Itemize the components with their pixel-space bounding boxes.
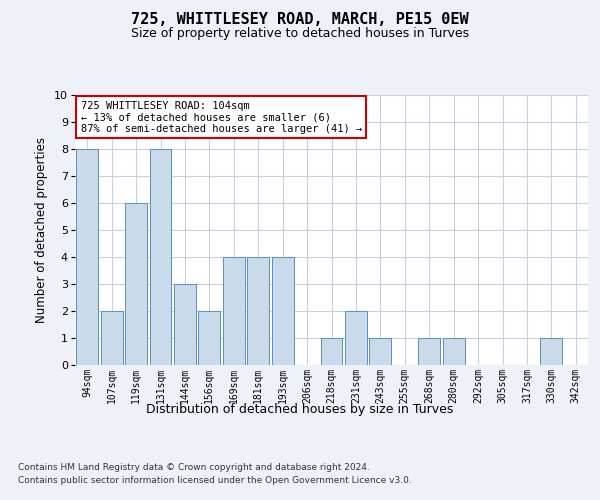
Y-axis label: Number of detached properties: Number of detached properties [35, 137, 49, 323]
Bar [223, 257, 245, 365]
Bar [320, 338, 343, 365]
Bar [101, 311, 122, 365]
Text: 725, WHITTLESEY ROAD, MARCH, PE15 0EW: 725, WHITTLESEY ROAD, MARCH, PE15 0EW [131, 12, 469, 28]
Bar [541, 338, 562, 365]
Bar [418, 338, 440, 365]
Bar [149, 149, 172, 365]
Bar [76, 149, 98, 365]
Bar [272, 257, 293, 365]
Text: Size of property relative to detached houses in Turves: Size of property relative to detached ho… [131, 28, 469, 40]
Bar [174, 284, 196, 365]
Text: Contains public sector information licensed under the Open Government Licence v3: Contains public sector information licen… [18, 476, 412, 485]
Text: Distribution of detached houses by size in Turves: Distribution of detached houses by size … [146, 402, 454, 415]
Text: Contains HM Land Registry data © Crown copyright and database right 2024.: Contains HM Land Registry data © Crown c… [18, 462, 370, 471]
Text: 725 WHITTLESEY ROAD: 104sqm
← 13% of detached houses are smaller (6)
87% of semi: 725 WHITTLESEY ROAD: 104sqm ← 13% of det… [80, 100, 362, 134]
Bar [370, 338, 391, 365]
Bar [247, 257, 269, 365]
Bar [345, 311, 367, 365]
Bar [125, 203, 147, 365]
Bar [443, 338, 464, 365]
Bar [199, 311, 220, 365]
